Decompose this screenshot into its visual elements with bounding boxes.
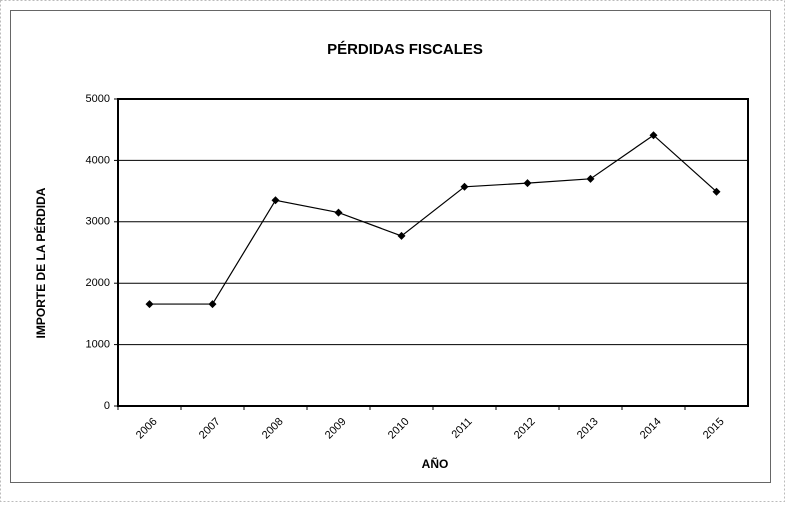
y-axis-label: IMPORTE DE LA PÉRDIDA — [33, 187, 48, 338]
marker — [208, 300, 217, 309]
marker — [649, 131, 658, 140]
y-tick-label: 0 — [104, 400, 110, 412]
x-axis-label: AÑO — [422, 456, 449, 471]
marker — [523, 179, 532, 188]
marker — [586, 174, 595, 183]
line — [149, 134, 717, 305]
marker — [397, 231, 406, 240]
y-tick-label: 3000 — [86, 216, 110, 228]
marker — [712, 187, 721, 196]
marker — [334, 208, 343, 217]
marker — [460, 182, 469, 191]
y-tick-label: 5000 — [86, 93, 110, 105]
y-tick-label: 4000 — [86, 154, 110, 166]
marker — [145, 300, 154, 309]
marker — [271, 196, 280, 205]
chart-frame — [10, 10, 771, 483]
chart-title: PÉRDIDAS FISCALES — [327, 41, 483, 58]
y-tick-label: 1000 — [86, 339, 110, 351]
y-tick-label: 2000 — [86, 277, 110, 289]
